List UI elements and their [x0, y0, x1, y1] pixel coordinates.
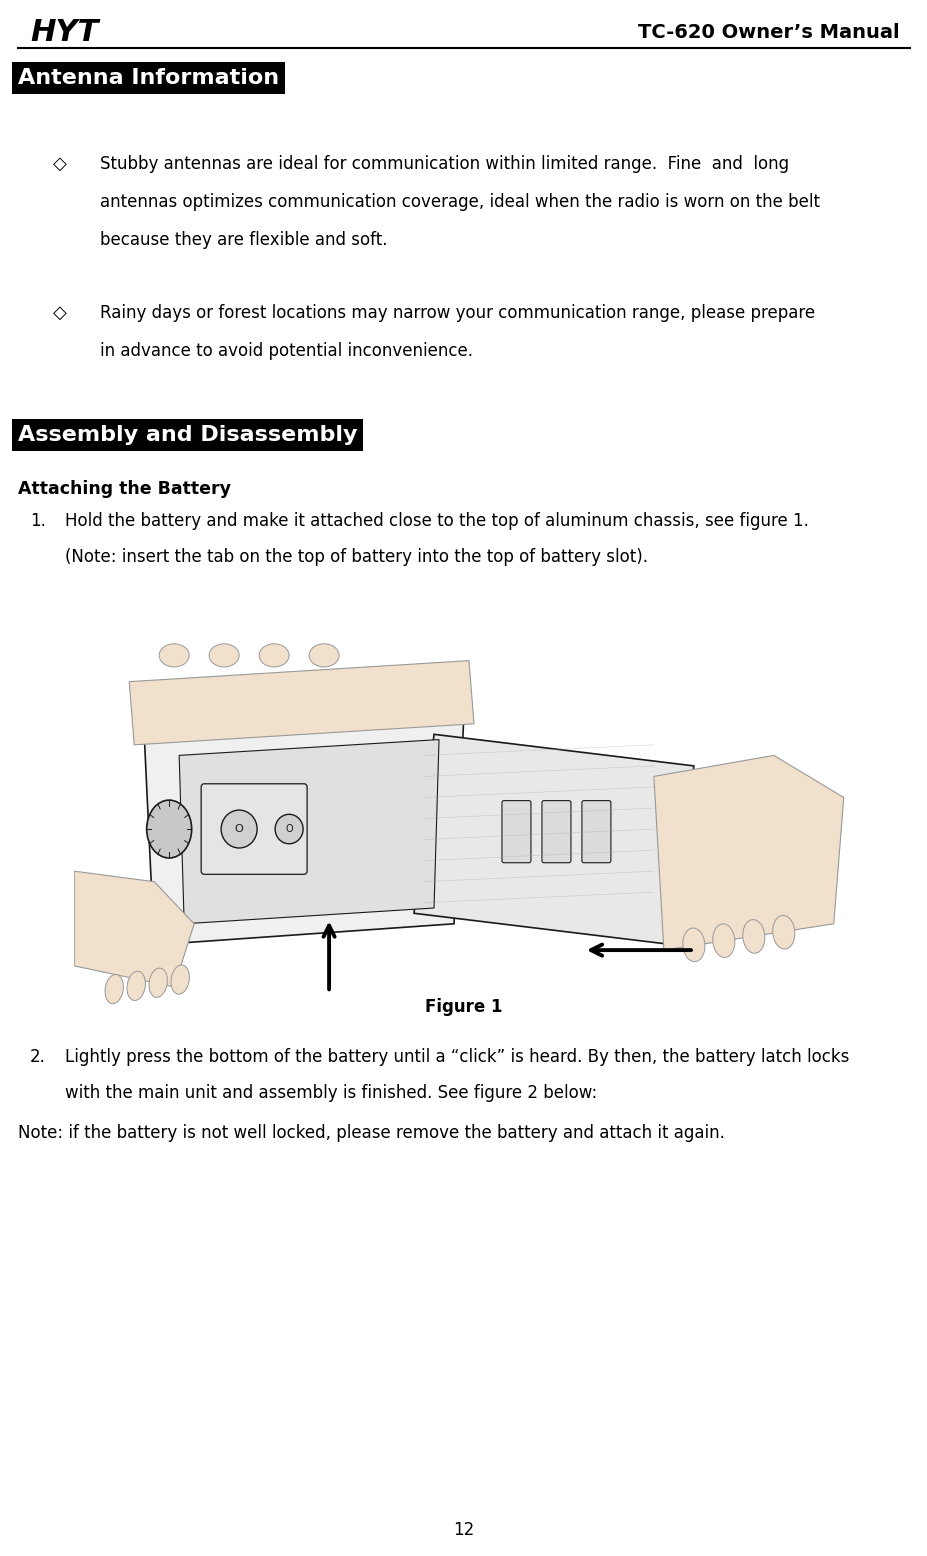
- FancyBboxPatch shape: [201, 784, 307, 874]
- Circle shape: [221, 811, 257, 848]
- Text: in advance to avoid potential inconvenience.: in advance to avoid potential inconvenie…: [100, 342, 473, 359]
- Text: (Note: insert the tab on the top of battery into the top of battery slot).: (Note: insert the tab on the top of batt…: [65, 548, 647, 566]
- Text: Lightly press the bottom of the battery until a “click” is heard. By then, the b: Lightly press the bottom of the battery …: [65, 1049, 848, 1066]
- Text: because they are flexible and soft.: because they are flexible and soft.: [100, 230, 387, 249]
- FancyBboxPatch shape: [581, 801, 610, 862]
- Polygon shape: [144, 713, 464, 944]
- Text: Antenna Information: Antenna Information: [18, 68, 279, 89]
- Text: O: O: [285, 825, 293, 834]
- Ellipse shape: [171, 965, 189, 994]
- Polygon shape: [74, 871, 194, 987]
- Ellipse shape: [742, 920, 764, 954]
- FancyBboxPatch shape: [541, 801, 570, 862]
- Polygon shape: [129, 661, 474, 745]
- Text: Hold the battery and make it attached close to the top of aluminum chassis, see : Hold the battery and make it attached cl…: [65, 512, 808, 531]
- Text: Figure 1: Figure 1: [425, 997, 502, 1016]
- Ellipse shape: [209, 644, 239, 668]
- Ellipse shape: [159, 644, 189, 668]
- Ellipse shape: [149, 968, 167, 997]
- Text: 12: 12: [453, 1522, 474, 1539]
- Text: 2.: 2.: [30, 1049, 45, 1066]
- Text: O: O: [235, 825, 243, 834]
- Text: HYT: HYT: [30, 17, 98, 47]
- Text: Stubby antennas are ideal for communication within limited range.  Fine  and  lo: Stubby antennas are ideal for communicat…: [100, 156, 788, 173]
- FancyBboxPatch shape: [502, 801, 530, 862]
- Text: with the main unit and assembly is finished. See figure 2 below:: with the main unit and assembly is finis…: [65, 1085, 597, 1102]
- Text: antennas optimizes communication coverage, ideal when the radio is worn on the b: antennas optimizes communication coverag…: [100, 193, 819, 212]
- Text: ◇: ◇: [53, 303, 67, 322]
- Ellipse shape: [682, 927, 705, 962]
- Ellipse shape: [146, 800, 192, 857]
- Text: Assembly and Disassembly: Assembly and Disassembly: [18, 425, 357, 445]
- Text: ◇: ◇: [53, 156, 67, 173]
- Ellipse shape: [127, 971, 146, 1001]
- Text: Note: if the battery is not well locked, please remove the battery and attach it: Note: if the battery is not well locked,…: [18, 1123, 724, 1142]
- Circle shape: [274, 814, 303, 843]
- Ellipse shape: [772, 915, 794, 949]
- Text: 1.: 1.: [30, 512, 45, 531]
- Text: Rainy days or forest locations may narrow your communication range, please prepa: Rainy days or forest locations may narro…: [100, 303, 814, 322]
- Text: Attaching the Battery: Attaching the Battery: [18, 479, 231, 498]
- Polygon shape: [179, 739, 438, 924]
- Polygon shape: [413, 734, 693, 944]
- Ellipse shape: [105, 974, 123, 1004]
- Polygon shape: [654, 755, 843, 951]
- Ellipse shape: [309, 644, 338, 668]
- Text: TC-620 Owner’s Manual: TC-620 Owner’s Manual: [638, 22, 899, 42]
- Ellipse shape: [259, 644, 289, 668]
- Ellipse shape: [712, 924, 734, 957]
